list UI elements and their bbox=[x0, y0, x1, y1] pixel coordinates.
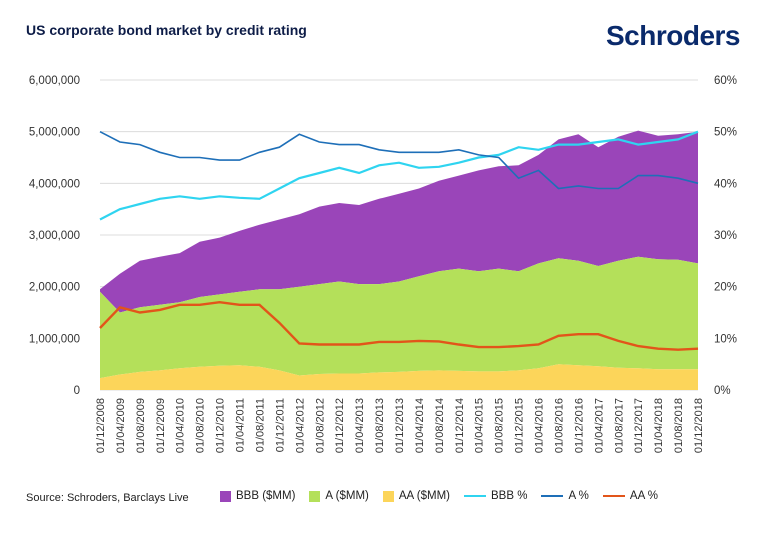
x-tick-label: 01/04/2013 bbox=[354, 398, 366, 453]
x-tick-label: 01/08/2014 bbox=[434, 398, 446, 453]
legend-swatch-bbb-pct bbox=[464, 495, 486, 497]
x-tick-label: 01/12/2012 bbox=[334, 398, 346, 453]
x-tick-label: 01/04/2014 bbox=[414, 398, 426, 453]
x-tick-label: 01/04/2016 bbox=[534, 398, 546, 453]
chart-title: US corporate bond market by credit ratin… bbox=[26, 22, 307, 38]
legend-label-a-area: A ($MM) bbox=[325, 490, 369, 502]
legend-swatch-a-pct bbox=[541, 495, 564, 497]
legend-swatch-aa-pct bbox=[602, 495, 625, 497]
y-left-tick-label: 0 bbox=[74, 385, 80, 397]
series-area-bbb bbox=[100, 130, 698, 313]
x-tick-label: 01/12/2008 bbox=[95, 398, 107, 453]
legend-label-a-pct: A % bbox=[568, 490, 589, 502]
x-tick-label: 01/08/2016 bbox=[553, 398, 565, 453]
x-tick-label: 01/08/2009 bbox=[135, 398, 147, 453]
chart-legend: BBB ($MM) A ($MM) AA ($MM) BBB % A % AA … bbox=[220, 490, 672, 502]
y-left-tick-label: 1,000,000 bbox=[29, 333, 80, 345]
x-tick-label: 01/08/2013 bbox=[374, 398, 386, 453]
legend-item-aa-pct: AA % bbox=[602, 490, 659, 502]
x-tick-label: 01/04/2011 bbox=[235, 398, 247, 452]
x-tick-label: 01/08/2011 bbox=[254, 398, 266, 452]
legend-item-a-pct: A % bbox=[541, 490, 589, 502]
series-line-bbb-pct bbox=[99, 130, 699, 221]
x-tick-label: 01/12/2014 bbox=[454, 398, 466, 453]
legend-swatch-aa-area bbox=[382, 490, 394, 502]
x-tick-label: 01/04/2018 bbox=[653, 398, 665, 453]
legend-item-a-area: A ($MM) bbox=[309, 490, 369, 502]
series-line-aa-pct bbox=[99, 300, 699, 351]
x-tick-label: 01/08/2017 bbox=[613, 398, 625, 453]
y-right-tick-label: 30% bbox=[714, 230, 737, 242]
schroders-logo: Schroders bbox=[606, 20, 741, 51]
x-tick-label: 01/04/2015 bbox=[474, 398, 486, 453]
x-tick-label: 01/12/2013 bbox=[394, 398, 406, 453]
y-right-tick-label: 50% bbox=[714, 127, 737, 139]
x-tick-label: 01/08/2012 bbox=[314, 398, 326, 453]
x-tick-label: 01/12/2015 bbox=[514, 398, 526, 453]
x-tick-label: 01/04/2017 bbox=[593, 398, 605, 453]
x-tick-label: 01/08/2018 bbox=[673, 398, 685, 453]
x-tick-label: 01/04/2010 bbox=[175, 398, 187, 453]
x-tick-label: 01/12/2009 bbox=[155, 398, 167, 453]
y-left-tick-label: 5,000,000 bbox=[29, 127, 80, 139]
source-note: Source: Schroders, Barclays Live bbox=[26, 492, 189, 504]
y-right-tick-label: 40% bbox=[714, 178, 737, 190]
y-left-tick-label: 3,000,000 bbox=[29, 230, 80, 242]
legend-item-bbb-area: BBB ($MM) bbox=[220, 490, 295, 502]
x-tick-label: 01/12/2011 bbox=[274, 398, 286, 452]
y-right-tick-label: 20% bbox=[714, 282, 737, 294]
x-tick-label: 01/12/2016 bbox=[573, 398, 585, 453]
series-area-aa bbox=[100, 364, 698, 390]
y-right-tick-label: 10% bbox=[714, 333, 737, 345]
x-tick-label: 01/08/2010 bbox=[195, 398, 207, 453]
legend-label-aa-area: AA ($MM) bbox=[398, 490, 450, 502]
legend-label-bbb-area: BBB ($MM) bbox=[236, 490, 296, 502]
legend-label-aa-pct: AA % bbox=[629, 490, 659, 502]
series-area-a bbox=[100, 256, 698, 379]
x-tick-label: 01/04/2009 bbox=[115, 398, 127, 453]
x-tick-label: 01/12/2010 bbox=[215, 398, 227, 453]
x-tick-label: 01/08/2015 bbox=[494, 398, 506, 453]
y-left-tick-label: 2,000,000 bbox=[29, 282, 80, 294]
y-left-tick-label: 6,000,000 bbox=[29, 75, 80, 87]
y-right-tick-label: 0% bbox=[714, 385, 731, 397]
legend-swatch-a-area bbox=[309, 490, 321, 502]
x-tick-label: 01/12/2017 bbox=[633, 398, 645, 453]
legend-item-bbb-pct: BBB % bbox=[464, 490, 527, 502]
x-tick-label: 01/04/2012 bbox=[294, 398, 306, 453]
y-left-tick-label: 4,000,000 bbox=[29, 178, 80, 190]
legend-label-bbb-pct: BBB % bbox=[491, 490, 528, 502]
legend-item-aa-area: AA ($MM) bbox=[382, 490, 450, 502]
x-tick-label: 01/12/2018 bbox=[693, 398, 705, 453]
legend-swatch-bbb-area bbox=[220, 490, 231, 502]
series-line-a-pct bbox=[99, 130, 699, 190]
y-right-tick-label: 60% bbox=[714, 75, 737, 87]
